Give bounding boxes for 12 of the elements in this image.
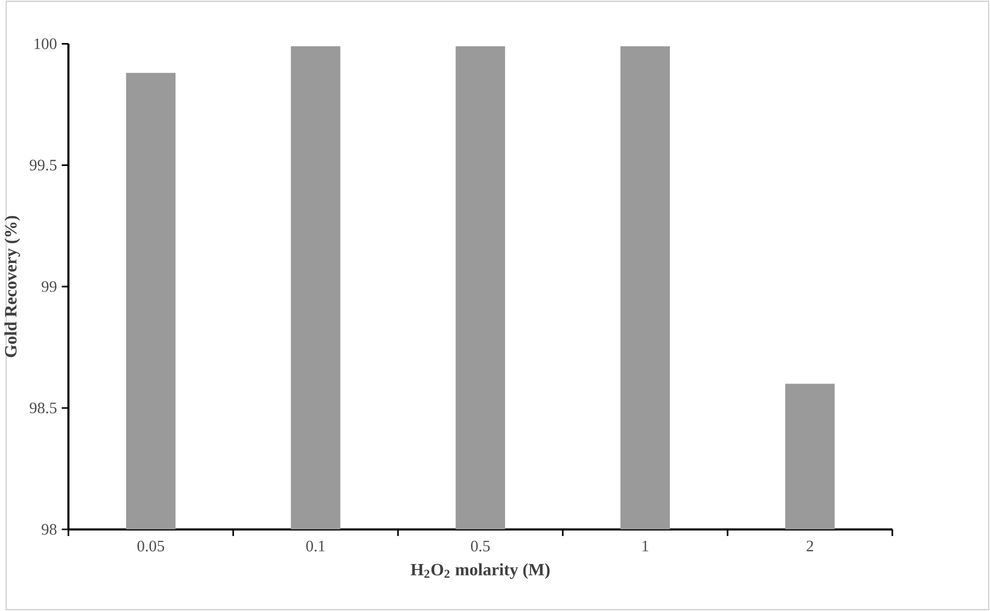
x-tick-label: 2 [806, 540, 814, 552]
y-tick-label: 99 [42, 281, 56, 292]
x-tick-label: 0.05 [137, 540, 164, 552]
x-tick-label: 0.1 [306, 540, 325, 552]
x-tick-label: 0.5 [471, 540, 490, 552]
y-axis-title: Gold Recovery (%) [4, 216, 20, 358]
y-tick-label: 98 [42, 524, 56, 535]
x-axis-title: H$_{2}$O$_{2}$ molarity (M) [410, 563, 550, 579]
x-tick-label: 1 [642, 540, 648, 552]
y-tick-label: 98.5 [30, 402, 56, 414]
y-tick-label: 99.5 [30, 160, 56, 171]
y-tick-label: 100 [34, 38, 56, 50]
